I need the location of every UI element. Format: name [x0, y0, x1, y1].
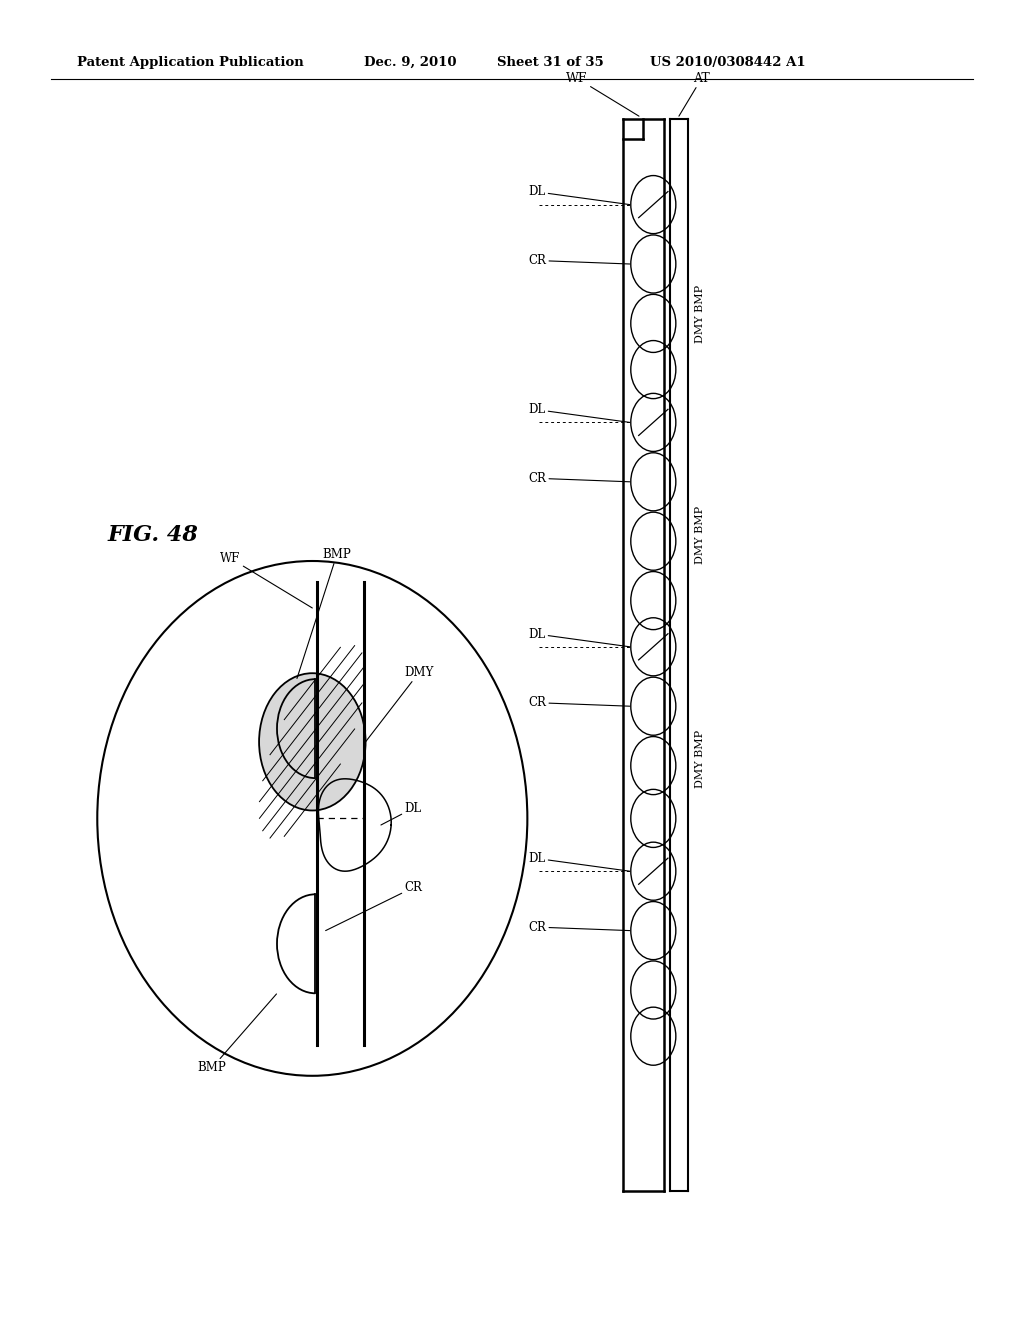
- Text: WF: WF: [220, 552, 312, 609]
- Text: CR: CR: [528, 920, 630, 933]
- Text: DL: DL: [528, 185, 630, 205]
- Text: DL: DL: [528, 851, 630, 871]
- Text: CR: CR: [528, 471, 630, 484]
- Text: DMY BMP: DMY BMP: [695, 730, 706, 788]
- Text: AT: AT: [679, 71, 710, 116]
- Text: CR: CR: [528, 696, 630, 709]
- Text: DMY BMP: DMY BMP: [695, 506, 706, 564]
- Text: BMP: BMP: [297, 548, 351, 678]
- Text: Dec. 9, 2010: Dec. 9, 2010: [364, 55, 456, 69]
- Text: DL: DL: [528, 403, 630, 422]
- Text: DL: DL: [528, 627, 630, 647]
- Text: CR: CR: [528, 253, 630, 267]
- Text: Patent Application Publication: Patent Application Publication: [77, 55, 303, 69]
- Text: FIG. 48: FIG. 48: [108, 524, 199, 545]
- Text: CR: CR: [326, 880, 422, 931]
- Text: Sheet 31 of 35: Sheet 31 of 35: [497, 55, 603, 69]
- Circle shape: [259, 673, 366, 810]
- Text: BMP: BMP: [198, 994, 276, 1074]
- Text: WF: WF: [566, 71, 639, 116]
- Text: DMY: DMY: [366, 665, 434, 742]
- Text: DMY BMP: DMY BMP: [695, 284, 706, 343]
- Text: US 2010/0308442 A1: US 2010/0308442 A1: [650, 55, 806, 69]
- Text: DL: DL: [381, 801, 422, 825]
